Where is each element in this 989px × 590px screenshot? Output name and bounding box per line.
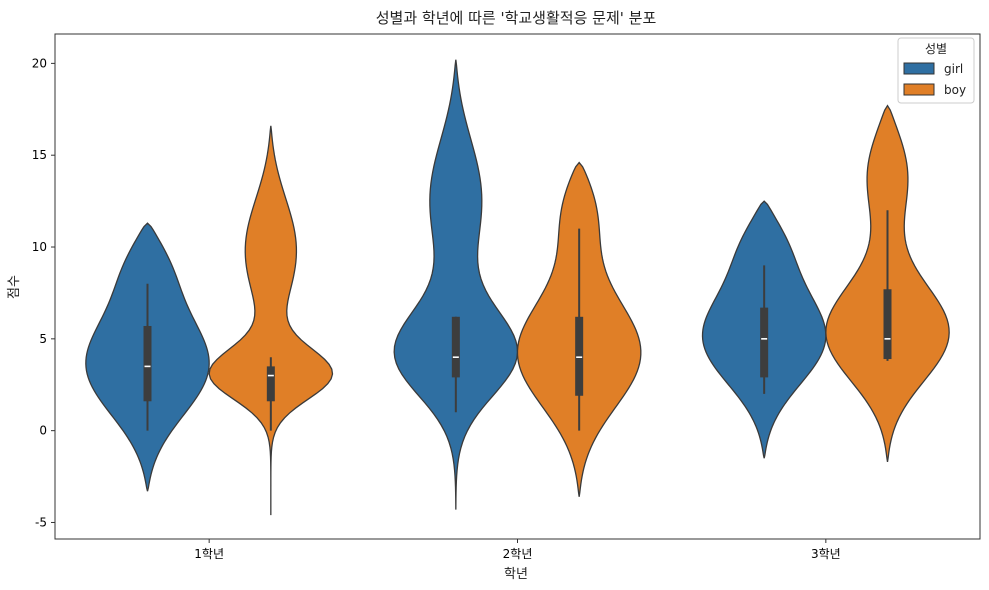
y-axis: -5 0 5 10 15 20 [32, 56, 55, 529]
violin-body-boy-1 [208, 125, 334, 516]
legend: 성별 girl boy [897, 37, 975, 104]
y-tick-label: 10 [32, 240, 47, 254]
iqr-box-girl-2 [451, 316, 460, 378]
x-tick-label: 3학년 [811, 547, 841, 561]
plot-frame [54, 33, 981, 540]
iqr-box-boy-3 [883, 289, 892, 360]
legend-swatch-boy [903, 83, 935, 96]
y-tick-label: -5 [35, 515, 47, 529]
x-tick-label: 1학년 [194, 547, 224, 561]
iqr-box-boy-2 [575, 316, 584, 396]
x-tick-label: 2학년 [503, 547, 533, 561]
iqr-box-girl-3 [760, 307, 769, 378]
x-axis: 1학년 2학년 3학년 [194, 539, 841, 561]
y-tick-label: 20 [32, 56, 47, 70]
legend-label-girl: girl [944, 62, 963, 76]
x-axis-label: 학년 [504, 567, 528, 582]
iqr-box-girl-1 [143, 325, 152, 402]
legend-title: 성별 [925, 42, 947, 56]
y-tick-label: 15 [32, 148, 47, 162]
iqr-box-boy-1 [266, 366, 275, 402]
legend-swatch-girl [903, 62, 935, 75]
y-axis-label: 점수 [7, 275, 22, 299]
plot-area [85, 59, 950, 516]
y-tick-label: 5 [39, 332, 47, 346]
violin-body-girl-2 [393, 59, 519, 510]
chart-title: 성별과 학년에 따른 '학교생활적응 문제' 분포 [376, 9, 657, 27]
y-tick-label: 0 [39, 424, 47, 438]
legend-label-boy: boy [944, 83, 966, 97]
